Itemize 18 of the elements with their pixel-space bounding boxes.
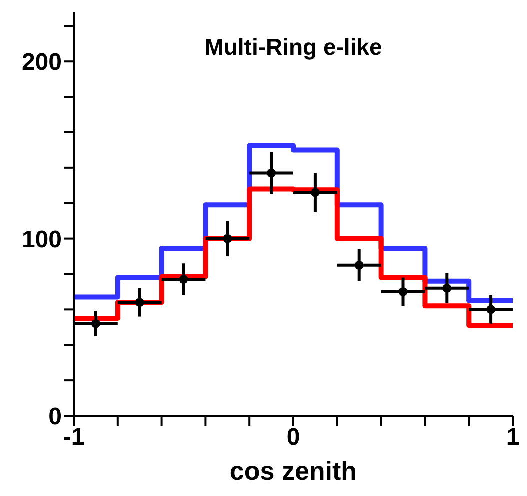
point bbox=[91, 319, 100, 328]
y-tick-label: 100 bbox=[22, 226, 62, 254]
point bbox=[354, 260, 364, 270]
x-tick-label: 0 bbox=[286, 424, 300, 452]
point bbox=[267, 168, 276, 178]
x-tick-label: -1 bbox=[63, 424, 85, 452]
point bbox=[486, 305, 496, 314]
point bbox=[179, 275, 188, 284]
y-tick-label: 200 bbox=[22, 49, 62, 76]
x-axis-title: cos zenith bbox=[230, 456, 358, 486]
point bbox=[398, 287, 408, 296]
point bbox=[223, 234, 232, 244]
text: Multi-Ring e-like bbox=[204, 34, 384, 61]
y-tick-label: 0 bbox=[48, 404, 62, 431]
point bbox=[442, 284, 452, 293]
x-tick-label: 1 bbox=[506, 424, 520, 452]
point bbox=[135, 298, 144, 308]
point bbox=[310, 188, 320, 198]
